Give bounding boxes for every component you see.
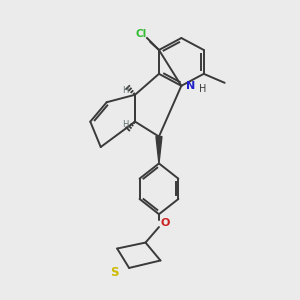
Text: N: N: [186, 81, 196, 91]
Polygon shape: [156, 136, 162, 164]
Text: S: S: [110, 266, 118, 279]
Text: H: H: [122, 120, 129, 129]
Text: H: H: [122, 86, 129, 95]
Text: Cl: Cl: [135, 28, 147, 38]
Text: H: H: [199, 84, 206, 94]
Text: O: O: [160, 218, 170, 228]
